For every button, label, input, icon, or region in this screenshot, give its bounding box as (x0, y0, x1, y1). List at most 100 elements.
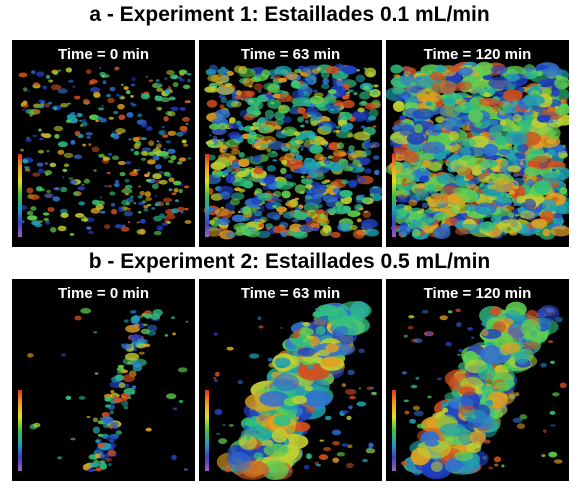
texture-blob (342, 65, 358, 75)
texture-blob (139, 190, 146, 196)
texture-blob (460, 105, 466, 109)
texture-blob (254, 122, 261, 127)
texture-blob (238, 151, 245, 158)
texture-blob (410, 81, 416, 87)
texture-blob (271, 428, 288, 443)
texture-blob (30, 70, 36, 75)
texture-blob (177, 76, 182, 80)
texture-blob (449, 159, 469, 173)
texture-blob (292, 349, 297, 353)
texture-blob (295, 139, 304, 145)
texture-blob (218, 438, 228, 444)
texture-blob (21, 108, 26, 111)
texture-blob (550, 225, 569, 237)
texture-blob (323, 446, 332, 452)
texture-blob (268, 117, 272, 121)
texture-blob (289, 223, 303, 233)
texture-blob (362, 458, 369, 463)
texture-blob (308, 134, 317, 140)
texture-blob (44, 162, 49, 165)
texture-blob (301, 328, 314, 336)
texture-blob (349, 395, 356, 400)
texture-blob (415, 376, 420, 380)
texture-blob (26, 89, 30, 92)
texture-blob (551, 89, 560, 97)
texture-blob (66, 102, 72, 105)
texture-blob (253, 100, 264, 110)
texture-blob (319, 213, 326, 219)
texture-blob (163, 116, 169, 122)
texture-blob (123, 210, 133, 217)
texture-blob (332, 457, 340, 463)
texture-blob (61, 353, 67, 357)
texture-blob (111, 202, 116, 207)
texture-blob (440, 94, 446, 98)
texture-blob (102, 80, 107, 85)
texture-blob (134, 323, 140, 328)
texture-blob (315, 325, 326, 336)
texture-blob (468, 86, 473, 90)
texture-blob (214, 208, 230, 217)
texture-blob (326, 184, 331, 188)
texture-blob (524, 66, 534, 73)
texture-blob (481, 329, 489, 337)
texture-blob (548, 451, 558, 458)
texture-blob (22, 100, 28, 106)
texture-blob (349, 224, 358, 231)
texture-blob (554, 105, 559, 109)
texture-blob (481, 321, 488, 327)
texture-blob (313, 192, 325, 199)
texture-blob (107, 449, 116, 457)
texture-blob (208, 64, 218, 74)
texture-blob (57, 225, 67, 232)
texture-blob (541, 454, 546, 458)
texture-blob (474, 147, 485, 156)
texture-blob (529, 155, 555, 170)
texture-blob (366, 386, 373, 391)
texture-blob (256, 206, 261, 210)
texture-blob (156, 225, 164, 231)
texture-blob (121, 83, 124, 86)
panel-label: Time = 63 min (240, 285, 341, 302)
texture-blob (247, 137, 256, 145)
texture-blob (306, 453, 312, 460)
texture-blob (341, 410, 349, 415)
texture-blob (512, 114, 522, 122)
texture-blob (466, 442, 482, 454)
texture-blob (42, 212, 50, 216)
texture-blob (319, 221, 328, 227)
texture-blob (335, 129, 341, 134)
texture-blob (258, 222, 265, 228)
texture-blob (277, 104, 290, 114)
texture-blob (148, 79, 153, 83)
texture-blob (111, 155, 120, 160)
texture-blob (516, 423, 526, 429)
texture-blob (32, 134, 38, 138)
colorbar (18, 153, 22, 237)
texture-blob (400, 460, 408, 466)
texture-blob (468, 109, 484, 123)
texture-blob (267, 357, 273, 362)
texture-blob (42, 85, 48, 90)
texture-blob (173, 187, 179, 193)
texture-blob (177, 206, 185, 213)
texture-blob (186, 73, 192, 76)
texture-blob (404, 410, 410, 415)
texture-blob (452, 83, 466, 91)
colorbar (205, 390, 209, 471)
texture-blob (110, 421, 119, 427)
texture-blob (364, 210, 368, 214)
texture-blob (310, 77, 314, 80)
texture-blob (40, 132, 46, 137)
texture-blob (217, 152, 236, 163)
texture-blob (50, 227, 57, 233)
texture-blob (311, 112, 323, 121)
texture-blob (123, 387, 136, 395)
texture-blob (359, 91, 371, 100)
texture-blob (436, 65, 447, 73)
texture-blob (454, 451, 474, 462)
texture-blob (288, 182, 297, 187)
texture-blob (177, 161, 183, 165)
image-panel: Time = 63 min (199, 279, 382, 481)
texture-blob (501, 342, 521, 354)
